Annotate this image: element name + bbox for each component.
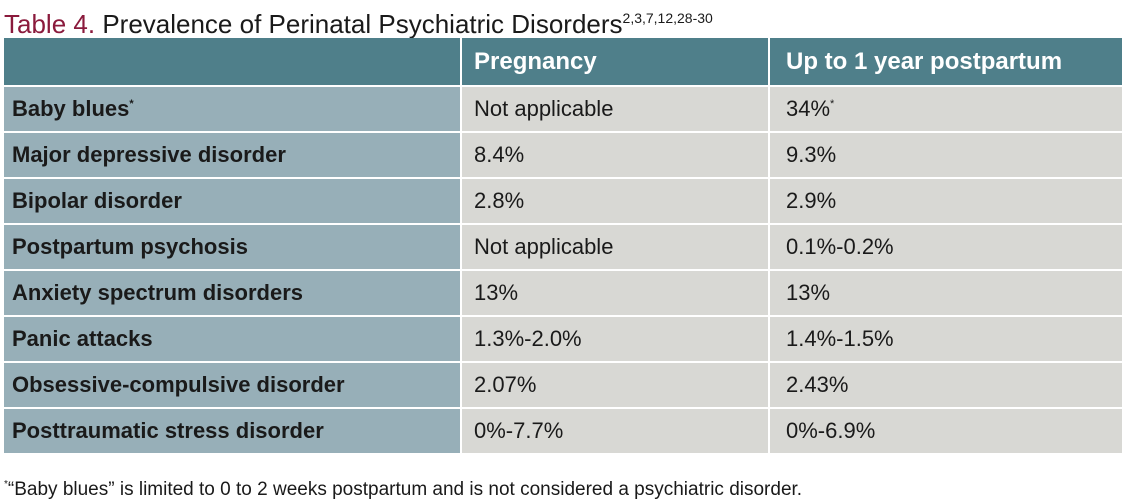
table-row: Baby blues* Not applicable 34%* <box>4 86 1122 133</box>
postpartum-value-cell: 0.1%-0.2% <box>769 224 1122 271</box>
postpartum-value-cell-text: 0%-6.9% <box>786 418 876 443</box>
pregnancy-value-cell-text: 2.8% <box>474 188 525 213</box>
disorder-cell: Bipolar disorder <box>4 178 462 225</box>
postpartum-value-cell-text: 34% <box>786 96 831 121</box>
disorder-cell: Posttraumatic stress disorder <box>4 408 462 455</box>
pregnancy-value-cell-text: 0%-7.7% <box>474 418 564 443</box>
header-pregnancy: Pregnancy <box>461 38 770 87</box>
disorder-cell: Obsessive-compulsive disorder <box>4 362 462 409</box>
disorder-cell-text: Bipolar disorder <box>12 188 182 213</box>
pregnancy-value-cell-text: Not applicable <box>474 96 614 121</box>
disorder-cell-text: Panic attacks <box>12 326 153 351</box>
table-row: Postpartum psychosis Not applicable 0.1%-0… <box>4 224 1122 271</box>
disorder-cell: Postpartum psychosis <box>4 224 462 271</box>
postpartum-value-cell: 9.3% <box>769 132 1122 179</box>
postpartum-value-cell: 0%-6.9% <box>769 408 1122 455</box>
prevalence-table: Pregnancy Up to 1 year postpartum Baby b… <box>4 38 1122 455</box>
pregnancy-value-cell-text: 2.07% <box>474 372 537 397</box>
table-row: Panic attacks 1.3%-2.0% 1.4%-1.5% <box>4 316 1122 363</box>
disorder-cell-text: Anxiety spectrum disorders <box>12 280 303 305</box>
pregnancy-value-cell-text: Not applicable <box>474 234 614 259</box>
table-row: Posttraumatic stress disorder 0%-7.7% 0%-6… <box>4 408 1122 455</box>
disorder-cell: Panic attacks <box>4 316 462 363</box>
pregnancy-value-cell-text: 8.4% <box>474 142 525 167</box>
pregnancy-value-cell: 2.07% <box>461 362 770 409</box>
postpartum-value-cell-text: 13% <box>786 280 831 305</box>
table-number-label: Table 4. <box>4 9 96 39</box>
header-postpartum: Up to 1 year postpartum <box>769 38 1122 87</box>
pregnancy-value-cell: 0%-7.7% <box>461 408 770 455</box>
postpartum-value-cell-text: 1.4%-1.5% <box>786 326 894 351</box>
postpartum-value-cell: 2.9% <box>769 178 1122 225</box>
pregnancy-value-cell: Not applicable <box>461 224 770 271</box>
table-title-text: Prevalence of Perinatal Psychiatric Diso… <box>102 9 623 39</box>
pregnancy-value-cell: 1.3%-2.0% <box>461 316 770 363</box>
pregnancy-value-cell: Not applicable <box>461 86 770 133</box>
disorder-cell-text: Postpartum psychosis <box>12 234 248 259</box>
disorder-cell-text: Posttraumatic stress disorder <box>12 418 324 443</box>
disorder-cell: Baby blues* <box>4 86 462 133</box>
title-references: 2,3,7,12,28-30 <box>622 10 713 26</box>
table-row: Anxiety spectrum disorders 13% 13% <box>4 270 1122 317</box>
footnote: *“Baby blues” is limited to 0 to 2 weeks… <box>4 472 802 503</box>
postpartum-value-cell-text: 2.9% <box>786 188 837 213</box>
postpartum-value-cell: 34%* <box>769 86 1122 133</box>
disorder-cell-text: Baby blues <box>12 96 130 121</box>
postpartum-value-cell-text: 2.43% <box>786 372 849 397</box>
disorder-cell: Anxiety spectrum disorders <box>4 270 462 317</box>
footnote-reference-mark: * <box>830 98 835 110</box>
pregnancy-value-cell: 13% <box>461 270 770 317</box>
table-header-row: Pregnancy Up to 1 year postpartum <box>4 38 1122 87</box>
footnote-mark: * <box>4 479 8 490</box>
table-title: Table 4. Prevalence of Perinatal Psychia… <box>4 0 713 39</box>
disorder-cell-text: Obsessive-compulsive disorder <box>12 372 345 397</box>
postpartum-value-cell-text: 9.3% <box>786 142 837 167</box>
footnote-text: “Baby blues” is limited to 0 to 2 weeks … <box>7 479 803 500</box>
postpartum-value-cell: 1.4%-1.5% <box>769 316 1122 363</box>
disorder-cell: Major depressive disorder <box>4 132 462 179</box>
table-row: Obsessive-compulsive disorder 2.07% 2.43% <box>4 362 1122 409</box>
footnote-reference-mark: * <box>129 98 134 110</box>
postpartum-value-cell: 13% <box>769 270 1122 317</box>
pregnancy-value-cell: 2.8% <box>461 178 770 225</box>
header-disorder <box>4 38 462 87</box>
pregnancy-value-cell-text: 1.3%-2.0% <box>474 326 582 351</box>
pregnancy-value-cell: 8.4% <box>461 132 770 179</box>
pregnancy-value-cell-text: 13% <box>474 280 519 305</box>
table-body: Baby blues* Not applicable 34%* Major depre… <box>4 86 1122 455</box>
postpartum-value-cell-text: 0.1%-0.2% <box>786 234 894 259</box>
table-row: Bipolar disorder 2.8% 2.9% <box>4 178 1122 225</box>
table-row: Major depressive disorder 8.4% 9.3% <box>4 132 1122 179</box>
disorder-cell-text: Major depressive disorder <box>12 142 286 167</box>
postpartum-value-cell: 2.43% <box>769 362 1122 409</box>
